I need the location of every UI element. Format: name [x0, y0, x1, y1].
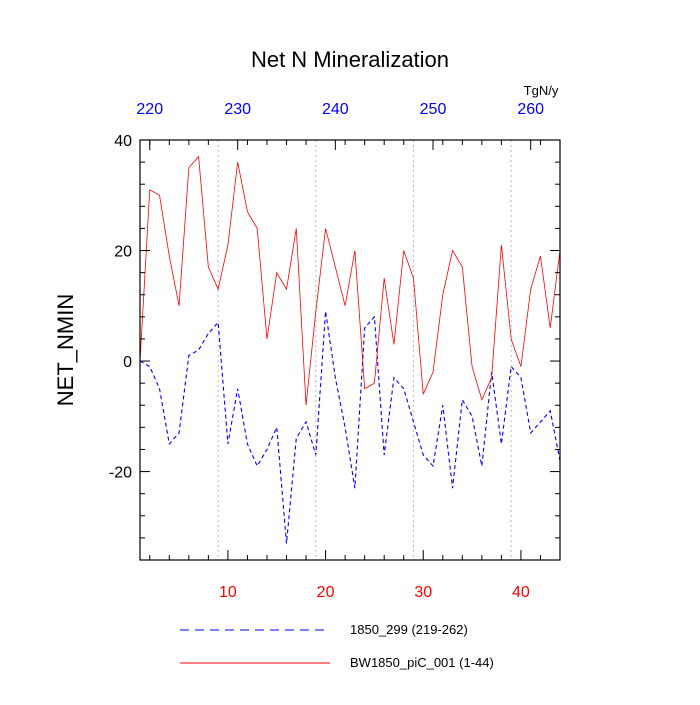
legend-label-dashed: 1850_299 (219-262) [350, 622, 468, 637]
tick-layer [140, 139, 561, 560]
series-line-1850-299 [139, 311, 561, 544]
y-axis-label: NET_NMIN [53, 294, 78, 406]
y-tick-label-0: 40 [114, 133, 132, 150]
series-layer [139, 155, 561, 544]
legend: 1850_299 (219-262) BW1850_piC_001 (1-44) [180, 622, 494, 670]
units-label: TgN/y [524, 83, 559, 98]
top-tick-label-2: 240 [322, 101, 349, 118]
chart-title: Net N Mineralization [251, 47, 449, 72]
y-tick-label-1: 20 [114, 244, 132, 261]
plot-frame [139, 139, 561, 561]
y-tick-label-2: 0 [123, 354, 132, 371]
legend-label-solid: BW1850_piC_001 (1-44) [350, 655, 494, 670]
bottom-tick-label-3: 40 [512, 584, 530, 601]
top-tick-label-1: 230 [224, 101, 251, 118]
bottom-tick-label-0: 10 [219, 584, 237, 601]
top-tick-label-4: 260 [517, 101, 544, 118]
series-line-bw1850-pic-001 [139, 155, 561, 406]
bottom-tick-label-2: 30 [414, 584, 432, 601]
y-tick-label-3: -20 [109, 465, 132, 482]
bottom-tick-label-1: 20 [317, 584, 335, 601]
grid-layer [217, 140, 512, 560]
top-tick-label-3: 250 [420, 101, 447, 118]
top-tick-label-0: 220 [136, 101, 163, 118]
